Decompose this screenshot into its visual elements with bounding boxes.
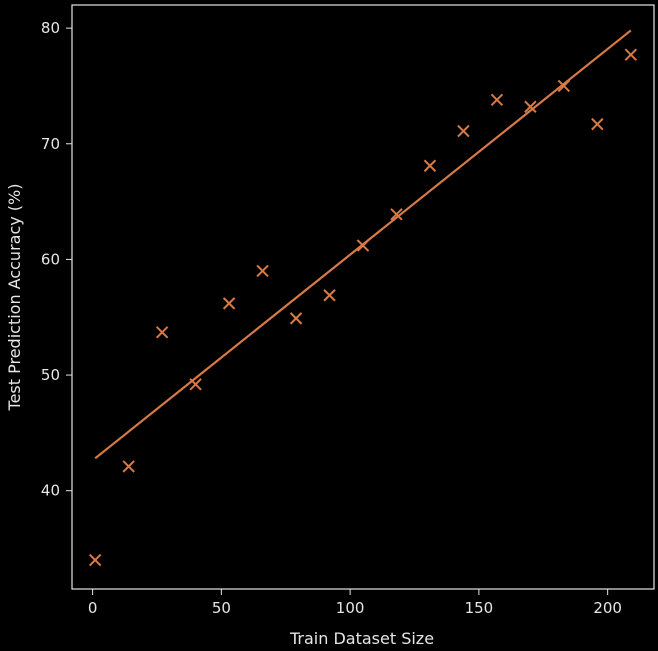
x-axis-ticks: 0 50 100 150 200 [88, 589, 622, 617]
x-tick-label: 200 [593, 599, 622, 617]
y-axis-ticks: 40 50 60 70 80 [41, 19, 72, 500]
plot-area-frame [71, 4, 655, 590]
data-point-x-marker [88, 553, 102, 567]
x-axis-label: Train Dataset Size [289, 629, 434, 648]
data-point-x-marker [289, 312, 303, 325]
data-point-x-marker [457, 124, 470, 138]
x-tick-label: 100 [336, 599, 365, 617]
y-tick-label: 80 [41, 19, 60, 37]
data-point-x-marker [557, 79, 571, 93]
data-point-x-marker [524, 100, 537, 113]
data-point-x-marker [591, 117, 604, 131]
x-tick-label: 50 [212, 599, 231, 617]
data-point-x-marker [189, 378, 202, 391]
y-axis-label: Test Prediction Accuracy (%) [5, 184, 24, 412]
y-tick-label: 70 [41, 135, 60, 153]
data-point-x-marker [256, 264, 269, 278]
x-tick-label: 150 [465, 599, 494, 617]
data-point-x-marker [122, 460, 135, 473]
data-point-x-marker [155, 326, 169, 339]
y-tick-label: 40 [41, 482, 60, 500]
data-point-x-marker [356, 239, 370, 252]
data-point-x-marker [624, 48, 638, 61]
x-tick-label: 0 [88, 599, 98, 617]
y-tick-label: 50 [41, 366, 60, 384]
data-point-x-marker [222, 297, 236, 310]
data-point-x-marker [423, 159, 437, 172]
y-tick-label: 60 [41, 250, 60, 268]
data-points [88, 48, 638, 567]
data-point-x-marker [323, 289, 336, 302]
data-point-x-marker [390, 208, 403, 221]
data-point-x-marker [490, 93, 504, 107]
